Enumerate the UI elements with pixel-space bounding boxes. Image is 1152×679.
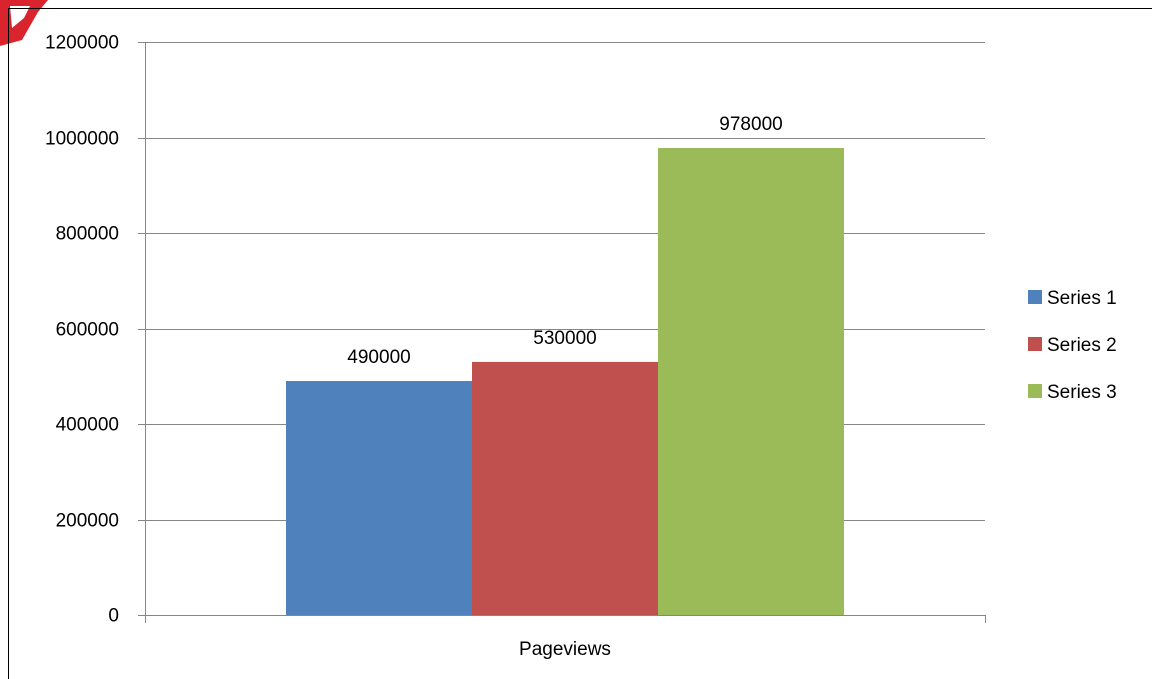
legend-label: Series 1	[1047, 288, 1117, 309]
bar-series-2	[472, 362, 658, 615]
data-label: 530000	[533, 328, 596, 349]
x-category-label: Pageviews	[519, 639, 611, 660]
y-tick-label: 200000	[56, 511, 119, 532]
bars	[286, 148, 844, 615]
legend-swatch	[1028, 290, 1042, 304]
legend: Series 1 Series 2 Series 3	[1028, 288, 1117, 403]
bar-series-3	[658, 148, 844, 615]
y-tick-label: 800000	[56, 224, 119, 245]
legend-swatch	[1028, 384, 1042, 398]
legend-swatch	[1028, 337, 1042, 351]
y-tick-label: 600000	[56, 320, 119, 341]
y-tick-label: 0	[108, 606, 119, 627]
y-tick-label: 400000	[56, 415, 119, 436]
data-label: 490000	[347, 347, 410, 368]
y-tick-label: 1200000	[45, 33, 119, 54]
corner-logo-fragment	[0, 0, 48, 46]
y-tick-label: 1000000	[45, 129, 119, 150]
bar-series-1	[286, 381, 472, 615]
category-labels: Pageviews	[519, 639, 611, 660]
legend-label: Series 2	[1047, 335, 1117, 356]
legend-label: Series 3	[1047, 382, 1117, 403]
y-tick-labels: 0 200000 400000 600000 800000 1000000 1200000	[45, 33, 119, 627]
data-label: 978000	[719, 114, 782, 135]
